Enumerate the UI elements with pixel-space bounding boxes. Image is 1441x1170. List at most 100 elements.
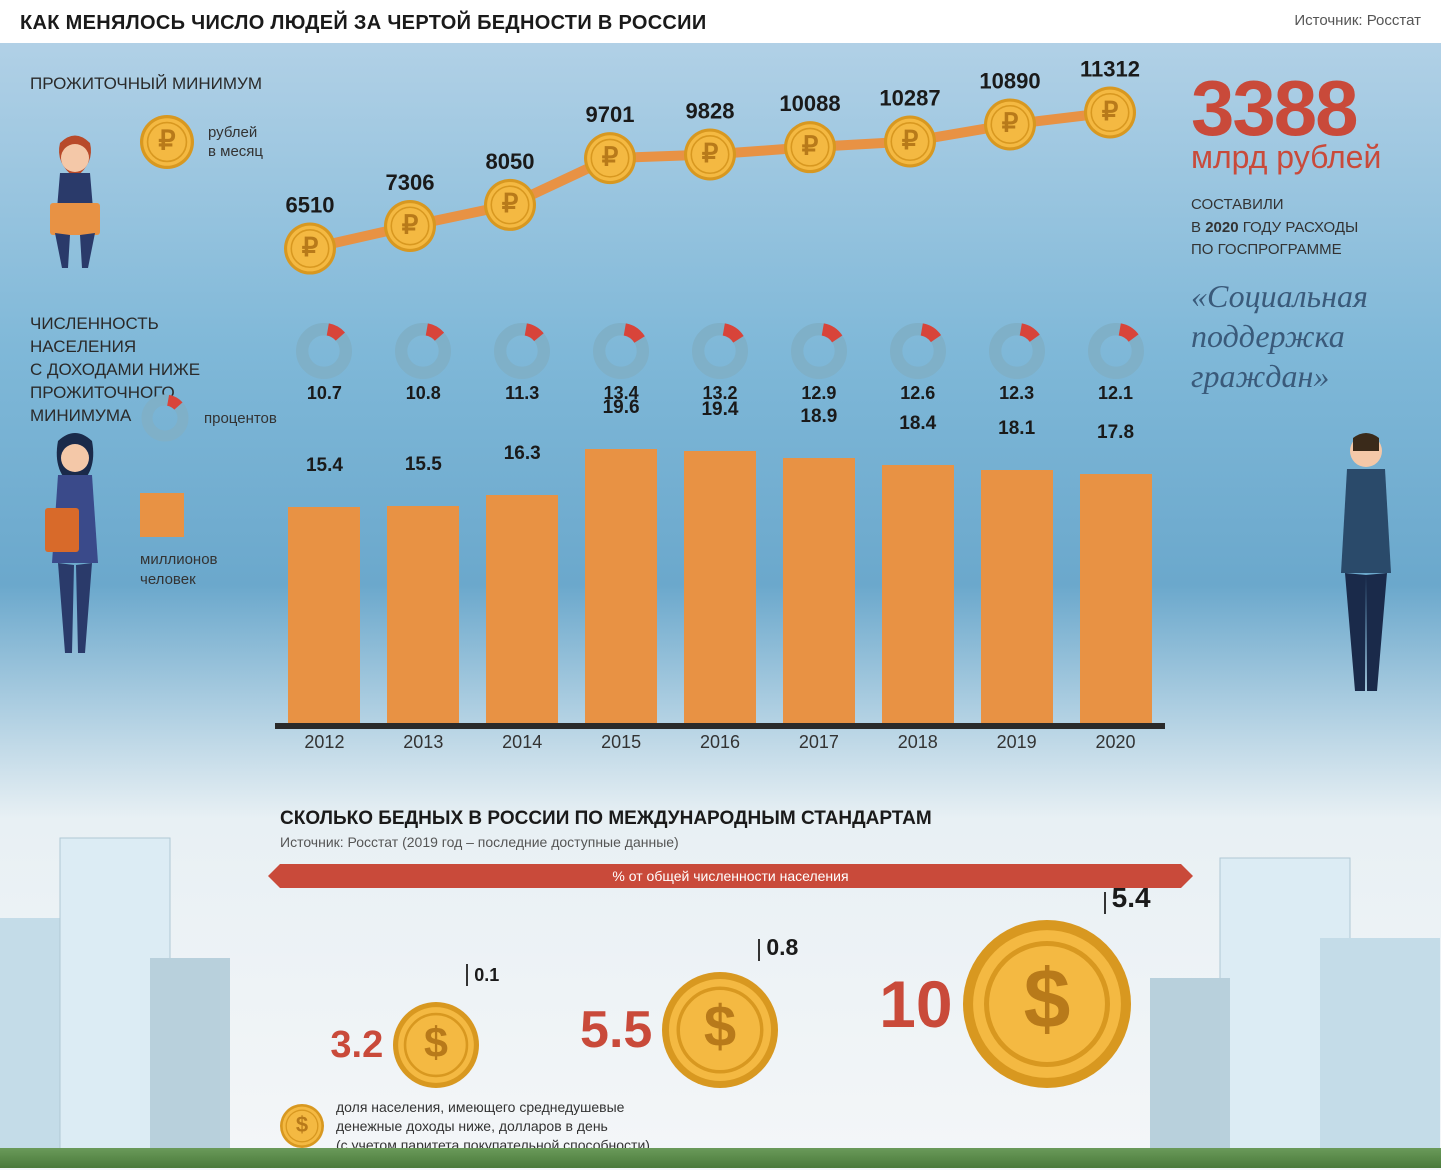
bar bbox=[1080, 474, 1152, 723]
bar bbox=[486, 495, 558, 723]
dollar-item: 3.2 $ 0.1 bbox=[330, 1002, 479, 1088]
dollar-threshold: 10 bbox=[879, 966, 952, 1042]
woman-folder-figure bbox=[20, 423, 130, 663]
svg-text:₽: ₽ bbox=[302, 232, 319, 262]
bar-base bbox=[473, 723, 572, 729]
ruble-coin-icon: ₽ bbox=[140, 115, 194, 169]
svg-text:6510: 6510 bbox=[286, 193, 335, 218]
svg-text:10890: 10890 bbox=[979, 68, 1040, 93]
dollar-percent: 0.1 bbox=[466, 964, 499, 986]
header-bar: КАК МЕНЯЛОСЬ ЧИСЛО ЛЮДЕЙ ЗА ЧЕРТОЙ БЕДНО… bbox=[0, 0, 1441, 43]
bar-base bbox=[868, 723, 967, 729]
dollar-percent: 0.8 bbox=[758, 934, 798, 961]
bottom-legend: $ доля населения, имеющего среднедушевые… bbox=[280, 1098, 1181, 1155]
bar bbox=[981, 470, 1053, 723]
bar-base bbox=[671, 723, 770, 729]
coin-legend: ₽ рублейв месяц bbox=[140, 115, 263, 169]
svg-text:₽: ₽ bbox=[702, 138, 719, 168]
big-quote: «Социальная поддержка граждан» bbox=[1191, 276, 1411, 396]
svg-text:₽: ₽ bbox=[502, 188, 519, 218]
dollar-row: 3.2 $ 0.1 5.5 $ 0.8 10 $ 5.4 bbox=[280, 898, 1181, 1088]
year-label: 2018 bbox=[868, 732, 967, 753]
dollar-coin-icon: $ bbox=[393, 1002, 479, 1088]
percent-bar-label: % от общей численности населения bbox=[612, 868, 848, 884]
donut-value: 12.6 bbox=[868, 383, 967, 404]
minimum-wage-chart: ₽6510 ₽7306 ₽8050 ₽9701 ₽9828 ₽10088 bbox=[270, 43, 1170, 303]
svg-text:₽: ₽ bbox=[902, 125, 919, 155]
minimum-wage-label: ПРОЖИТОЧНЫЙ МИНИМУМ bbox=[30, 73, 262, 96]
bar bbox=[882, 465, 954, 723]
man-standing-figure bbox=[1311, 423, 1421, 703]
bar-base bbox=[769, 723, 868, 729]
sidebar-stat: 3388 млрд рублей СОСТАВИЛИВ 2020 ГОДУ РА… bbox=[1191, 73, 1411, 396]
bar-swatch bbox=[140, 493, 184, 537]
dollar-threshold: 3.2 bbox=[330, 1024, 383, 1067]
bar-legend-text: миллионовчеловек bbox=[140, 550, 218, 589]
svg-text:9828: 9828 bbox=[686, 99, 735, 124]
intl-source: Источник: Росстат (2019 год – последние … bbox=[280, 834, 1181, 850]
donut-value: 10.8 bbox=[374, 383, 473, 404]
donut-value: 10.7 bbox=[275, 383, 374, 404]
svg-text:$: $ bbox=[424, 1019, 448, 1067]
coin-legend-text: рублейв месяц bbox=[208, 123, 263, 162]
donut-value: 11.3 bbox=[473, 383, 572, 404]
bar bbox=[684, 451, 756, 723]
bar bbox=[585, 449, 657, 723]
svg-text:$: $ bbox=[1023, 952, 1070, 1046]
bar-value: 16.3 bbox=[473, 443, 572, 465]
big-number: 3388 bbox=[1191, 73, 1411, 143]
year-label: 2019 bbox=[967, 732, 1066, 753]
content: ПРОЖИТОЧНЫЙ МИНИМУМ ₽ рублейв месяц ₽651… bbox=[0, 43, 1441, 1168]
svg-text:₽: ₽ bbox=[1002, 108, 1019, 138]
svg-text:₽: ₽ bbox=[1102, 96, 1119, 126]
svg-text:₽: ₽ bbox=[602, 141, 619, 171]
year-label: 2020 bbox=[1066, 732, 1165, 753]
bar bbox=[783, 458, 855, 723]
dollar-coin-legend-icon: $ bbox=[280, 1104, 324, 1148]
bar-base bbox=[1066, 723, 1165, 729]
svg-text:11312: 11312 bbox=[1080, 56, 1140, 81]
bar-value: 19.4 bbox=[671, 399, 770, 421]
bar-legend: миллионовчеловек bbox=[140, 493, 218, 589]
source-label: Источник: Росстат bbox=[1294, 12, 1421, 35]
dollar-item: 10 $ 5.4 bbox=[879, 920, 1130, 1088]
bar-base bbox=[572, 723, 671, 729]
percent-bar: % от общей численности населения bbox=[280, 864, 1181, 888]
woman-laptop-figure bbox=[20, 123, 130, 273]
bar bbox=[387, 506, 459, 723]
international-section: СКОЛЬКО БЕДНЫХ В РОССИИ ПО МЕЖДУНАРОДНЫМ… bbox=[0, 798, 1441, 1168]
grass-strip bbox=[0, 1148, 1441, 1168]
donut-legend-text: процентов bbox=[204, 410, 277, 427]
dollar-coin-icon: $ bbox=[662, 972, 778, 1088]
dollar-threshold: 5.5 bbox=[580, 1000, 652, 1060]
donut-value: 12.9 bbox=[769, 383, 868, 404]
bar-base bbox=[374, 723, 473, 729]
bar-value: 18.4 bbox=[868, 413, 967, 435]
year-label: 2014 bbox=[473, 732, 572, 753]
svg-text:₽: ₽ bbox=[402, 209, 419, 239]
year-label: 2015 bbox=[572, 732, 671, 753]
year-label: 2017 bbox=[769, 732, 868, 753]
dollar-coin-icon: $ bbox=[963, 920, 1131, 1088]
svg-text:9701: 9701 bbox=[586, 102, 635, 127]
bottom-legend-text: доля населения, имеющего среднедушевыеде… bbox=[336, 1098, 650, 1155]
population-chart: 10.7 15.4 2012 10.8 15.5 2013 11.3 16.3 … bbox=[275, 323, 1165, 753]
bar-value: 18.1 bbox=[967, 418, 1066, 440]
big-sub: СОСТАВИЛИВ 2020 ГОДУ РАСХОДЫПО ГОСПРОГРА… bbox=[1191, 194, 1411, 262]
svg-text:10088: 10088 bbox=[779, 91, 840, 116]
bar-value: 18.9 bbox=[769, 406, 868, 428]
donut-value: 12.3 bbox=[967, 383, 1066, 404]
year-label: 2012 bbox=[275, 732, 374, 753]
svg-text:₽: ₽ bbox=[802, 130, 819, 160]
big-unit: млрд рублей bbox=[1191, 139, 1411, 176]
page-title: КАК МЕНЯЛОСЬ ЧИСЛО ЛЮДЕЙ ЗА ЧЕРТОЙ БЕДНО… bbox=[20, 12, 707, 35]
donut-value: 12.1 bbox=[1066, 383, 1165, 404]
bar-value: 17.8 bbox=[1066, 422, 1165, 444]
svg-text:₽: ₽ bbox=[158, 126, 175, 156]
svg-text:10287: 10287 bbox=[879, 86, 940, 111]
dollar-item: 5.5 $ 0.8 bbox=[580, 972, 778, 1088]
bar-value: 15.4 bbox=[275, 455, 374, 477]
svg-text:7306: 7306 bbox=[386, 170, 435, 195]
bar-base bbox=[275, 723, 374, 729]
donut-legend-icon bbox=[140, 393, 190, 443]
